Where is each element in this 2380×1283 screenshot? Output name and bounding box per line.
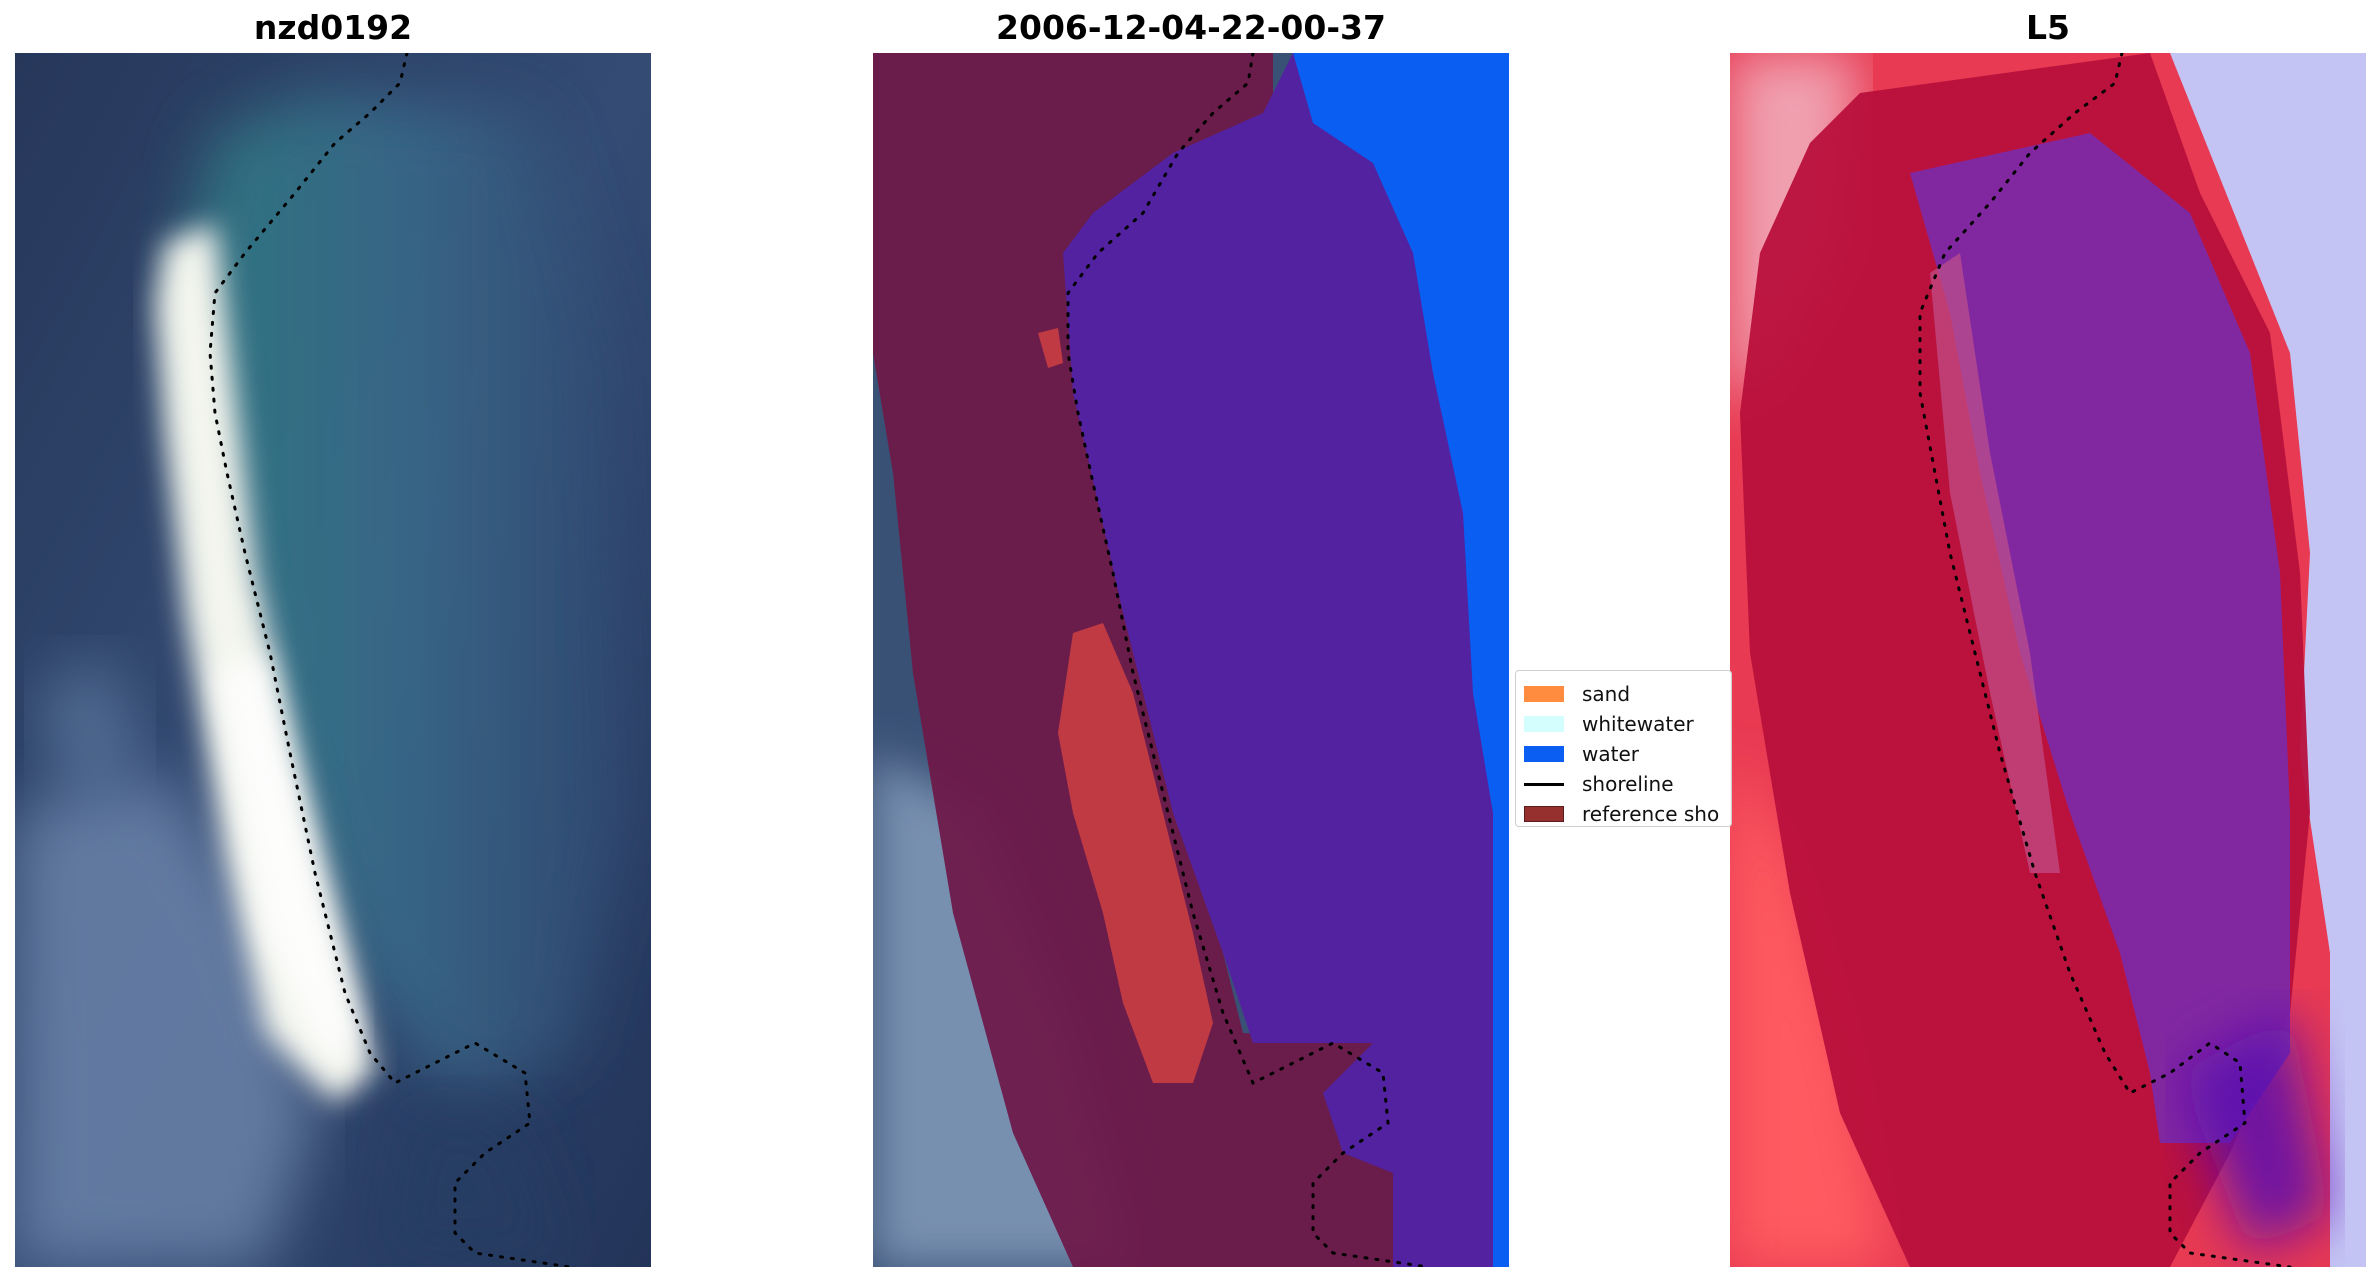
classified-image	[873, 53, 1509, 1267]
legend-item-whitewater: whitewater	[1524, 711, 1694, 737]
legend: sand whitewater water shoreline referenc…	[1515, 670, 1732, 827]
water-region	[1293, 53, 1509, 1267]
index-image-panel	[1730, 53, 2366, 1267]
legend-item-sand: sand	[1524, 681, 1630, 707]
legend-line-shoreline	[1524, 782, 1564, 786]
legend-swatch-sand	[1524, 686, 1564, 702]
rgb-image-panel	[15, 53, 651, 1267]
panel-title-index: L5	[2026, 8, 2070, 47]
legend-item-reference-shoreline: reference sho	[1524, 801, 1720, 826]
legend-swatch-water	[1524, 746, 1564, 762]
legend-label-whitewater: whitewater	[1582, 712, 1694, 736]
panel-title-classified: 2006-12-04-22-00-37	[996, 8, 1386, 47]
legend-swatch-reference-shoreline	[1524, 806, 1564, 822]
legend-label-water: water	[1582, 742, 1639, 766]
legend-swatch-whitewater	[1524, 716, 1564, 732]
classified-image-panel	[873, 53, 1509, 1267]
legend-item-water: water	[1524, 741, 1639, 767]
legend-label-reference-shoreline: reference sho	[1582, 802, 1720, 826]
legend-label-shoreline: shoreline	[1582, 772, 1674, 796]
index-image	[1730, 53, 2366, 1267]
legend-item-shoreline: shoreline	[1524, 771, 1674, 797]
panel-title-rgb: nzd0192	[253, 8, 413, 47]
rgb-satellite-image	[15, 53, 651, 1267]
legend-label-sand: sand	[1582, 682, 1631, 706]
